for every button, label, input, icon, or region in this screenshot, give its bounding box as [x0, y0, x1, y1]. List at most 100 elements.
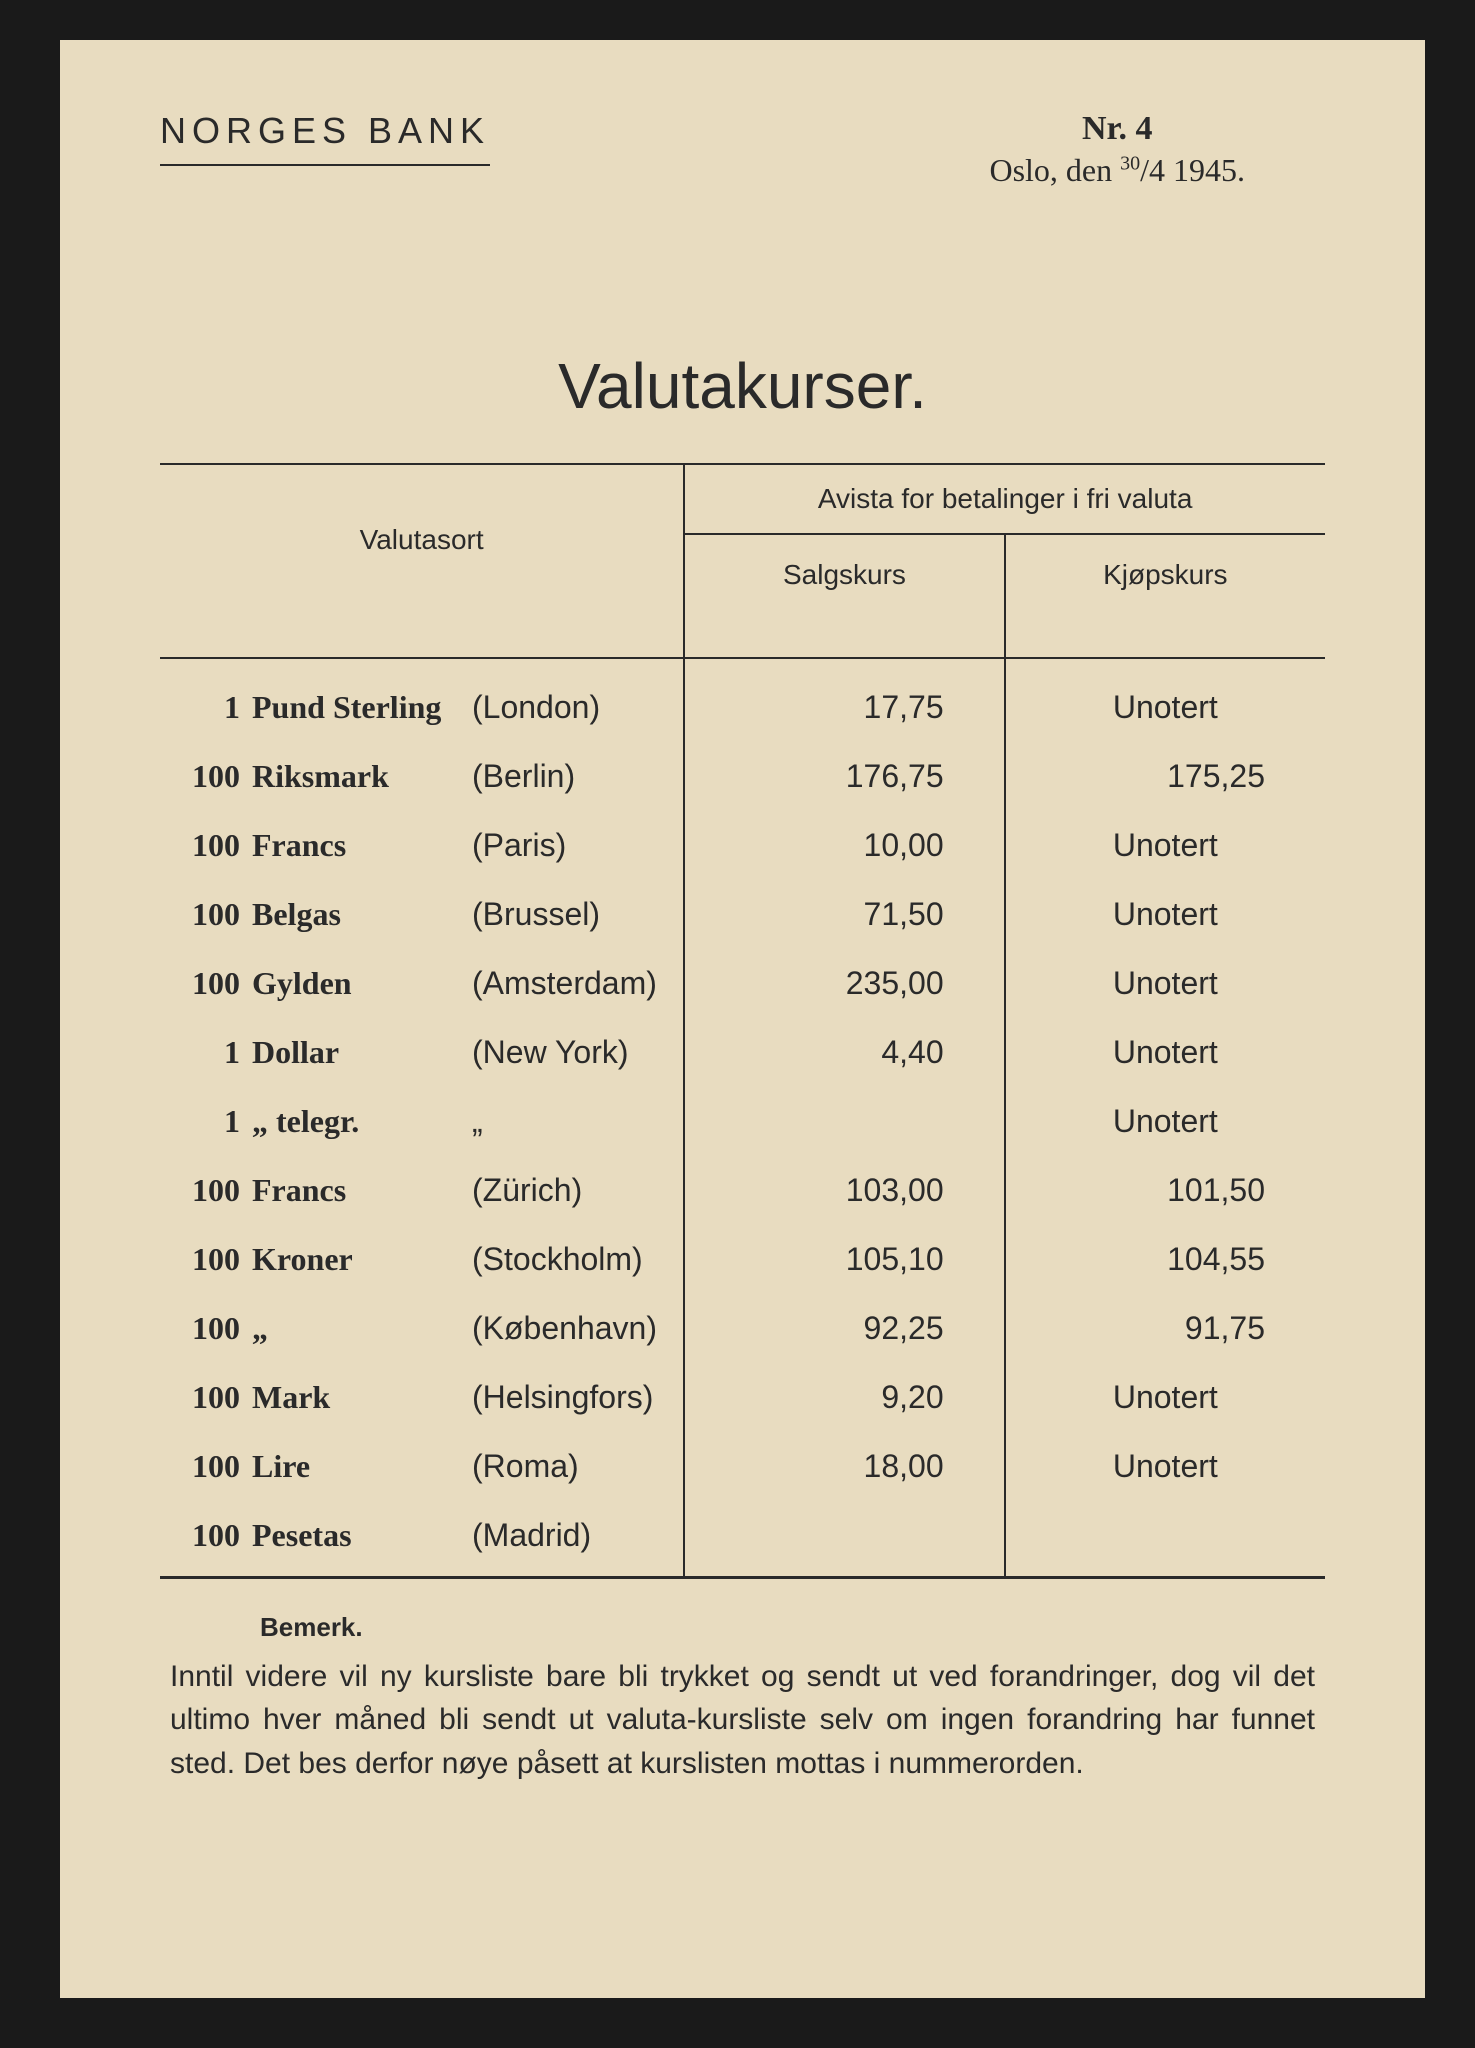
currency-name: Dollar	[240, 1034, 472, 1071]
table-row: 100Pesetas(Madrid)	[160, 1501, 1325, 1578]
currency-name: Lire	[240, 1448, 472, 1485]
qty: 100	[170, 965, 240, 1002]
currency-cell: 100Francs(Paris)	[160, 811, 684, 880]
currency-cell: 100„(København)	[160, 1294, 684, 1363]
qty: 100	[170, 1517, 240, 1554]
qty: 100	[170, 1241, 240, 1278]
table-row: 100Gylden(Amsterdam)235,00Unotert	[160, 949, 1325, 1018]
sell-rate: 18,00	[684, 1432, 1004, 1501]
table-row: 100Francs(Paris)10,00Unotert	[160, 811, 1325, 880]
currency-name: Francs	[240, 827, 472, 864]
buy-rate: Unotert	[1005, 880, 1325, 949]
currency-name: Francs	[240, 1172, 472, 1209]
sell-rate: 235,00	[684, 949, 1004, 1018]
qty: 1	[170, 1103, 240, 1140]
buy-rate: Unotert	[1005, 811, 1325, 880]
qty: 1	[170, 1034, 240, 1071]
table-row: 1Dollar(New York)4,40Unotert	[160, 1018, 1325, 1087]
currency-name: „ telegr.	[240, 1103, 472, 1140]
city: (København)	[472, 1310, 657, 1346]
table-row: 100„(København)92,2591,75	[160, 1294, 1325, 1363]
date-month: /4	[1140, 152, 1165, 188]
document-paper: NORGES BANK Nr. 4 Oslo, den 30/4 1945. V…	[60, 40, 1425, 1998]
currency-cell: 1Pund Sterling(London)	[160, 658, 684, 742]
buy-rate: Unotert	[1005, 1087, 1325, 1156]
currency-name: Pesetas	[240, 1517, 472, 1554]
city: (Roma)	[472, 1448, 579, 1484]
note-block: Bemerk. Inntil videre vil ny kursliste b…	[160, 1609, 1325, 1785]
table-row: 1„ telegr.„ Unotert	[160, 1087, 1325, 1156]
issue-date: Oslo, den 30/4 1945.	[989, 152, 1245, 189]
qty: 100	[170, 1172, 240, 1209]
city: (Berlin)	[472, 758, 575, 794]
qty: 100	[170, 1310, 240, 1347]
rates-body: 1Pund Sterling(London)17,75Unotert100Rik…	[160, 658, 1325, 1578]
qty: 100	[170, 1379, 240, 1416]
sell-rate: 9,20	[684, 1363, 1004, 1432]
city: „	[472, 1103, 483, 1139]
buy-rate: 175,25	[1005, 742, 1325, 811]
scan-frame: NORGES BANK Nr. 4 Oslo, den 30/4 1945. V…	[0, 0, 1475, 2048]
currency-cell: 100Mark(Helsingfors)	[160, 1363, 684, 1432]
city: (Brussel)	[472, 896, 600, 932]
bank-block: NORGES BANK	[160, 110, 490, 166]
date-day: 30	[1120, 152, 1140, 174]
sell-rate: 10,00	[684, 811, 1004, 880]
qty: 100	[170, 827, 240, 864]
city: (Madrid)	[472, 1517, 591, 1553]
table-row: 100Mark(Helsingfors)9,20Unotert	[160, 1363, 1325, 1432]
sell-rate: 103,00	[684, 1156, 1004, 1225]
buy-rate: Unotert	[1005, 1432, 1325, 1501]
qty: 1	[170, 689, 240, 726]
table-row: 100Lire(Roma)18,00Unotert	[160, 1432, 1325, 1501]
currency-name: Mark	[240, 1379, 472, 1416]
currency-cell: 1Dollar(New York)	[160, 1018, 684, 1087]
buy-rate: 91,75	[1005, 1294, 1325, 1363]
date-year: 1945.	[1165, 152, 1245, 188]
qty: 100	[170, 1448, 240, 1485]
currency-name: „	[240, 1310, 472, 1347]
currency-name: Gylden	[240, 965, 472, 1002]
currency-cell: 100Belgas(Brussel)	[160, 880, 684, 949]
rates-table: Valutasort Avista for betalinger i fri v…	[160, 463, 1325, 1579]
currency-name: Belgas	[240, 896, 472, 933]
sell-rate: 176,75	[684, 742, 1004, 811]
document-header: NORGES BANK Nr. 4 Oslo, den 30/4 1945.	[160, 110, 1325, 189]
buy-rate: 101,50	[1005, 1156, 1325, 1225]
city: (Helsingfors)	[472, 1379, 653, 1415]
currency-name: Pund Sterling	[240, 689, 472, 726]
qty: 100	[170, 896, 240, 933]
currency-cell: 1„ telegr.„	[160, 1087, 684, 1156]
table-row: 1Pund Sterling(London)17,75Unotert	[160, 658, 1325, 742]
issue-number: Nr. 4	[989, 110, 1245, 148]
table-row: 100Belgas(Brussel)71,50Unotert	[160, 880, 1325, 949]
table-row: 100Francs(Zürich)103,00101,50	[160, 1156, 1325, 1225]
table-row: 100Riksmark(Berlin)176,75175,25	[160, 742, 1325, 811]
col-header-sell: Salgskurs	[684, 534, 1004, 615]
col-header-currency: Valutasort	[160, 464, 684, 615]
sell-rate: 17,75	[684, 658, 1004, 742]
currency-cell: 100Lire(Roma)	[160, 1432, 684, 1501]
sell-rate: 105,10	[684, 1225, 1004, 1294]
buy-rate: Unotert	[1005, 949, 1325, 1018]
city: (New York)	[472, 1034, 629, 1070]
bank-name: NORGES BANK	[160, 110, 490, 166]
page-title: Valutakurser.	[160, 349, 1325, 423]
sell-rate: 4,40	[684, 1018, 1004, 1087]
currency-cell: 100Riksmark(Berlin)	[160, 742, 684, 811]
note-body: Inntil videre vil ny kursliste bare bli …	[170, 1660, 1315, 1780]
currency-cell: 100Pesetas(Madrid)	[160, 1501, 684, 1578]
currency-name: Riksmark	[240, 758, 472, 795]
qty: 100	[170, 758, 240, 795]
note-heading: Bemerk.	[170, 1609, 1315, 1647]
buy-rate: Unotert	[1005, 658, 1325, 742]
sell-rate: 92,25	[684, 1294, 1004, 1363]
col-header-group: Avista for betalinger i fri valuta	[684, 464, 1325, 534]
buy-rate: Unotert	[1005, 1018, 1325, 1087]
currency-cell: 100Kroner(Stockholm)	[160, 1225, 684, 1294]
table-row: 100Kroner(Stockholm)105,10104,55	[160, 1225, 1325, 1294]
date-prefix: Oslo, den	[989, 152, 1120, 188]
sell-rate	[684, 1501, 1004, 1578]
buy-rate	[1005, 1501, 1325, 1578]
city: (Stockholm)	[472, 1241, 643, 1277]
